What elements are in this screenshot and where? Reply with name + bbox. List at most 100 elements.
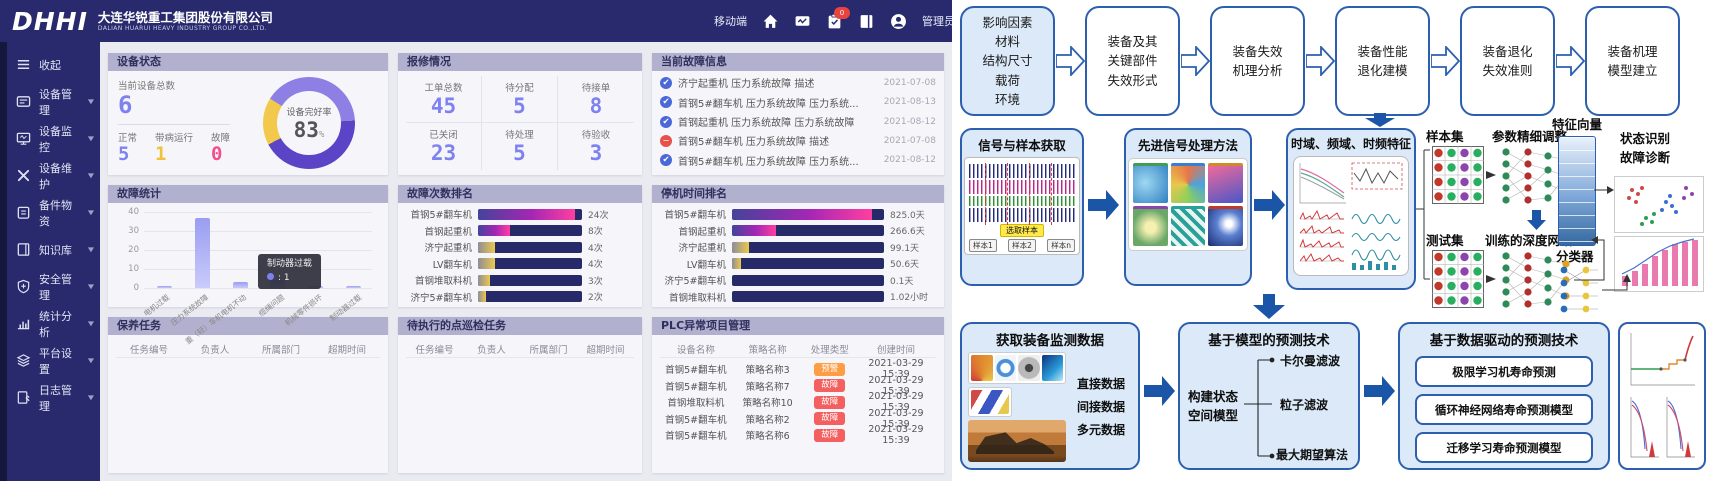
branch-bracket (1244, 357, 1275, 459)
panel-current-faults: 当前故障信息 ✔ 济宁起重机 压力系统故障 描述 2021-07-08 ✔ 首钢… (652, 53, 944, 175)
check-circle-icon: ✔ (660, 96, 672, 109)
kalman-filter-label: 卡尔曼滤波 (1280, 354, 1341, 368)
flow-box-influence-factors: 影响因素 材料 结构尺寸 载荷 环境 (960, 6, 1055, 116)
rank-bar (732, 241, 884, 253)
sidebar-item-device-management[interactable]: 设备管理 ▼ (7, 83, 100, 120)
flow-box-failure-mechanism: 装备失效 机理分析 (1210, 6, 1305, 116)
sidebar-item-statistics[interactable]: 统计分析 ▼ (7, 305, 100, 342)
table-row[interactable]: 首钢5#翻车机 策略名称7 故障 2021-03-29 15:39 (665, 374, 924, 397)
transfer-learning-model: 迁移学习寿命预测模型 (1415, 432, 1593, 463)
user-avatar-icon[interactable] (890, 13, 907, 30)
tasks-clipboard-icon[interactable]: 0 (826, 6, 850, 30)
mobile-link[interactable]: 移动端 (714, 15, 747, 28)
bar (232, 281, 248, 288)
fault-list-item[interactable]: ✔ 首钢起重机 压力系统故障 压力系统故障 2021-08-12 (660, 112, 936, 131)
repair-cell: 已关闭 23 (406, 123, 482, 170)
sidebar-collapse[interactable]: 收起 (7, 46, 100, 83)
report-book-icon[interactable] (858, 13, 875, 30)
flow-box-features: 时域、频域、时频特征 (1286, 128, 1416, 290)
sidebar-item-device-monitoring[interactable]: 设备监控 ▼ (7, 120, 100, 157)
rank-bar (732, 225, 884, 237)
fault-list-item[interactable]: − 首钢5#翻车机 压力系统故障 描述 2021-07-08 (660, 131, 936, 150)
rank-row: 首钢堆取料机 3次 (414, 274, 603, 288)
sidebar-item-log-management[interactable]: 日志管理 ▼ (7, 379, 100, 416)
bar-chart-icon (17, 319, 30, 330)
inspection-table: 任务编号 负责人 所属部门 超期时间 (406, 340, 634, 468)
admin-label[interactable]: 管理员 (922, 15, 952, 28)
panel-inspection-tasks: 待执行的点巡检任务 任务编号 负责人 所属部门 超期时间 (398, 317, 642, 473)
right-arrow-icon (1431, 46, 1460, 76)
rank-bar (732, 274, 884, 286)
state-space-model-label: 构建状态 空间模型 (1188, 389, 1239, 423)
rank-bar (478, 225, 582, 237)
rank-row: LV翻车机 50.6天 (686, 258, 920, 271)
flow-box-failure-criteria: 装备退化 失效准则 (1460, 6, 1555, 116)
table-row[interactable]: 首钢5#翻车机 策略名称3 预警 2021-03-29 15:39 (665, 358, 924, 380)
plc-table: 设备名称 策略名称 处理类型 创建时间 首钢5#翻车机 策略名称3 预警 2021… (660, 340, 936, 468)
fault-list-item[interactable]: ✔ 首钢5#翻车机 压力系统故障 压力系统... 2021-08-13 (660, 92, 936, 111)
rank-row: 济宁起重机 99.1天 (678, 241, 920, 255)
sidebar-item-platform-settings[interactable]: 平台设置 ▼ (7, 342, 100, 379)
status-badge: 故障 (814, 412, 846, 425)
rank-row: 首钢5#翻车机 825.0天 (664, 208, 925, 222)
rank-bar (478, 208, 582, 220)
sidebar-item-safety-management[interactable]: 安全管理 ▼ (7, 268, 100, 305)
stat-warning: 带病运行 1 (155, 133, 194, 166)
panel-title: 故障次数排名 (398, 185, 642, 203)
chevron-down-icon: ▼ (87, 208, 94, 217)
flow-box-data-driven-prediction: 基于数据驱动的预测技术 极限学习机寿命预测 循环神经网络寿命预测模型 迁移学习寿… (1398, 322, 1610, 470)
panel-title: 报修情况 (398, 53, 642, 71)
x-label: 电机过载 (141, 292, 172, 319)
sidebar-item-device-maintenance[interactable]: 设备维护 ▼ (7, 157, 100, 194)
y-tick: 30 (128, 226, 139, 236)
right-arrow-icon (1056, 46, 1085, 76)
check-circle-icon: ✔ (660, 154, 672, 167)
diagnosis-result-graphic (1614, 176, 1704, 292)
table-row[interactable]: 首钢5#翻车机 策略名称6 故障 2021-03-29 15:39 (665, 424, 924, 446)
home-icon[interactable] (762, 13, 779, 30)
chevron-down-icon: ▼ (87, 171, 94, 180)
connector-lines (1416, 149, 1631, 291)
param-tuning-label: 参数精细调整 (1492, 129, 1568, 144)
file-pen-icon (17, 391, 30, 404)
sidebar-item-spare-parts[interactable]: 备件物资 ▼ (7, 194, 100, 231)
feature-vector-label: 特征向量 (1552, 117, 1603, 132)
header-actions: 移动端 0 管理员 (714, 6, 952, 30)
chevron-down-icon: ▼ (87, 97, 94, 106)
test-set-label: 测试集 (1426, 233, 1464, 248)
app-header: DHHI 大连华锐重工集团股份有限公司 DALIAN HUARUI HEAVY … (0, 0, 952, 42)
bar (194, 218, 210, 288)
rank-bar (732, 291, 884, 303)
stat-normal: 正常 5 (118, 133, 138, 166)
bar (157, 285, 173, 288)
y-tick: 20 (128, 245, 139, 255)
right-arrow-icon (1306, 46, 1335, 76)
chevron-down-icon: ▼ (87, 319, 94, 328)
trained-network-graphic (1502, 252, 1570, 308)
flow-box-prediction-plots (1618, 322, 1706, 470)
health-rate-donut-chart: 设备完好率 83% (263, 77, 355, 169)
shield-plus-icon (17, 279, 30, 294)
rank-row: 济宁起重机 4次 (424, 241, 603, 255)
sidebar-item-knowledge-base[interactable]: 知识库 ▼ (7, 231, 100, 268)
monitor-chart-icon[interactable] (794, 13, 811, 30)
simulation-thumbnails-graphic (968, 352, 1066, 384)
chevron-down-icon: ▼ (87, 282, 94, 291)
notification-badge: 0 (834, 6, 850, 19)
table-row[interactable]: 首钢堆取料机 策略名称10 故障 2021-03-29 15:39 (667, 391, 924, 413)
crossed-tools-icon (17, 169, 30, 182)
book-icon (17, 243, 30, 256)
panel-repair-status: 报修情况 工单总数 45 待分配 5 待接单 8 已关闭 23 待处理 5 待验收 3 (398, 53, 642, 175)
rank-bar (732, 258, 884, 270)
panel-title: 停机时间排名 (652, 185, 944, 203)
flow-box-mechanism-model: 装备机理 模型建立 (1585, 6, 1680, 116)
right-arrow-icon (1181, 46, 1210, 76)
fault-list-item[interactable]: ✔ 济宁起重机 压力系统故障 描述 2021-07-08 (660, 73, 936, 92)
dashboard-content: 设备状态 当前设备总数 6 正常 5 (100, 42, 952, 481)
flow-box-signal-processing: 先进信号处理方法 (1124, 128, 1252, 286)
table-header: 任务编号 负责人 所属部门 超期时间 (116, 340, 380, 358)
panel-title: 保养任务 (108, 317, 388, 335)
table-row[interactable]: 首钢5#翻车机 策略名称2 故障 2021-03-29 15:39 (665, 407, 924, 430)
check-circle-icon: ✔ (660, 115, 672, 128)
fault-list-item[interactable]: ✔ 首钢5#翻车机 压力系统故障 压力系统... 2021-08-12 (660, 151, 936, 170)
